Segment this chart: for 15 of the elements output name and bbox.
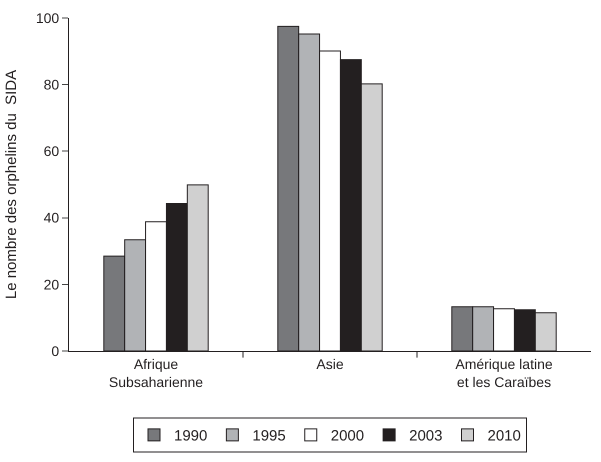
y-tick-label: 20 xyxy=(44,276,60,292)
y-tick-label: 0 xyxy=(51,342,60,359)
y-tick-label: 80 xyxy=(44,76,60,92)
legend-label: 2010 xyxy=(488,428,521,445)
y-tick-label: 60 xyxy=(44,143,60,160)
legend-label: 2003 xyxy=(409,428,442,445)
y-axis-title: Le nombre des orphelins du SIDA xyxy=(3,70,20,300)
x-tick-label: Afrique Subsaharienne xyxy=(108,356,204,390)
legend-label: 2000 xyxy=(330,428,364,445)
x-tick-label: Amérique latine et les Caraïbes xyxy=(455,356,553,390)
x-tick-label: Asie xyxy=(316,356,344,372)
legend-label: 1995 xyxy=(252,428,286,445)
y-tick-label: 100 xyxy=(36,10,60,26)
y-tick-label: 40 xyxy=(44,210,60,226)
legend-label: 1990 xyxy=(174,428,208,445)
